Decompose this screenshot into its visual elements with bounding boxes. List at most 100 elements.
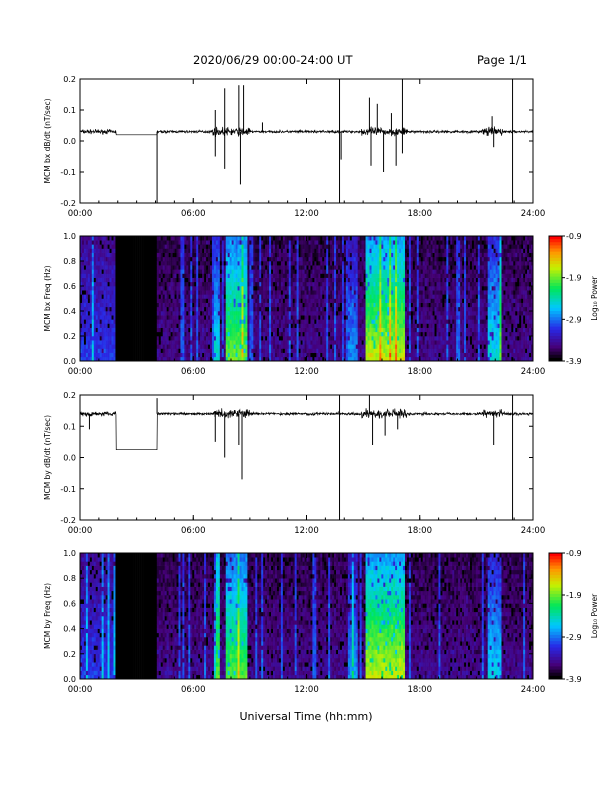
heatmap-cell xyxy=(383,281,386,287)
heatmap-cell xyxy=(349,311,353,316)
heatmap-cell xyxy=(316,356,319,362)
heatmap-cell xyxy=(166,286,169,291)
heatmap-cell xyxy=(357,277,360,283)
heatmap-cell xyxy=(237,306,240,312)
heatmap-cell xyxy=(170,356,173,362)
heatmap-cell xyxy=(223,277,227,283)
heatmap-cell xyxy=(241,269,244,274)
heatmap-cell xyxy=(294,273,297,278)
heatmap-cell xyxy=(168,244,171,249)
heatmap-cell xyxy=(418,340,422,345)
heatmap-cell xyxy=(111,277,114,283)
heatmap-cell xyxy=(430,331,433,337)
heatmap-cell xyxy=(324,244,327,249)
heatmap-cell xyxy=(361,302,364,308)
heatmap-cell xyxy=(87,315,91,320)
heatmap-cell xyxy=(328,273,331,278)
heatmap-cell xyxy=(314,290,317,295)
heatmap-cell xyxy=(310,344,313,349)
heatmap-cell xyxy=(316,352,319,358)
heatmap-cell xyxy=(385,348,388,353)
heatmap-cell xyxy=(103,340,106,345)
heatmap-cell xyxy=(367,290,370,295)
heatmap-cell xyxy=(164,290,167,295)
heatmap-cell xyxy=(440,294,443,299)
heatmap-cell xyxy=(385,290,388,295)
heatmap-cell xyxy=(369,261,372,266)
heatmap-cell xyxy=(160,294,164,299)
heatmap-cell xyxy=(434,281,437,287)
heatmap-cell xyxy=(440,290,443,295)
heatmap-cell xyxy=(204,290,207,295)
heatmap-cell xyxy=(253,286,256,291)
heatmap-cell xyxy=(107,311,110,316)
heatmap-cell xyxy=(186,323,189,328)
heatmap-cell xyxy=(85,336,89,341)
heatmap-cell xyxy=(271,240,274,245)
heatmap-cell xyxy=(97,273,100,278)
heatmap-cell xyxy=(338,344,341,349)
heatmap-cell xyxy=(351,336,355,341)
heatmap-cell xyxy=(410,261,414,266)
heatmap-cell xyxy=(306,298,309,303)
heatmap-cell xyxy=(328,331,331,337)
heatmap-cell xyxy=(276,336,280,341)
heatmap-cell xyxy=(363,273,366,278)
heatmap-cell xyxy=(223,323,227,328)
heatmap-cell xyxy=(80,236,83,241)
heatmap-cell xyxy=(414,352,418,358)
heatmap-cell xyxy=(420,294,424,299)
heatmap-cell xyxy=(231,281,234,287)
heatmap-cell xyxy=(426,352,429,358)
heatmap-cell xyxy=(95,240,99,245)
heatmap-cell xyxy=(432,244,435,249)
heatmap-cell xyxy=(432,236,435,241)
heatmap-cell xyxy=(182,236,185,241)
heatmap-cell xyxy=(426,236,429,241)
heatmap-cell xyxy=(251,240,254,245)
heatmap-cell xyxy=(375,265,378,270)
heatmap-cell xyxy=(259,315,262,320)
heatmap-cell xyxy=(290,331,294,337)
heatmap-cell xyxy=(387,348,390,353)
heatmap-cell xyxy=(334,281,337,287)
heatmap-cell xyxy=(359,261,362,266)
heatmap-cell xyxy=(324,273,327,278)
heatmap-cell xyxy=(381,294,384,299)
heatmap-cell xyxy=(430,290,433,295)
heatmap-cell xyxy=(178,311,181,316)
heatmap-cell xyxy=(338,248,341,253)
heatmap-cell xyxy=(253,352,256,358)
heatmap-cell xyxy=(320,306,323,312)
heatmap-cell xyxy=(174,256,177,262)
heatmap-cell xyxy=(428,265,431,270)
heatmap-cell xyxy=(375,327,378,333)
heatmap-cell xyxy=(160,236,164,241)
heatmap-cell xyxy=(227,236,230,241)
heatmap-cell xyxy=(274,327,278,333)
heatmap-cell xyxy=(160,240,164,245)
heatmap-cell xyxy=(341,277,345,283)
heatmap-cell xyxy=(401,290,404,295)
heatmap-cell xyxy=(87,240,91,245)
heatmap-cell xyxy=(247,248,250,253)
heatmap-cell xyxy=(215,356,219,362)
heatmap-cell xyxy=(261,248,264,253)
heatmap-cell xyxy=(190,331,193,337)
heatmap-cell xyxy=(334,331,337,337)
heatmap-cell xyxy=(410,269,414,274)
heatmap-cell xyxy=(420,265,424,270)
heatmap-cell xyxy=(286,256,290,262)
heatmap-cell xyxy=(273,340,276,345)
heatmap-cell xyxy=(381,298,384,303)
heatmap-cell xyxy=(192,265,195,270)
heatmap-cell xyxy=(294,290,297,295)
heatmap-cell xyxy=(172,344,175,349)
heatmap-cell xyxy=(322,352,325,358)
heatmap-cell xyxy=(99,327,102,333)
heatmap-cell xyxy=(263,311,266,316)
heatmap-cell xyxy=(231,273,234,278)
heatmap-cell xyxy=(259,294,262,299)
heatmap-cell xyxy=(332,319,335,324)
heatmap-cell xyxy=(276,256,280,262)
